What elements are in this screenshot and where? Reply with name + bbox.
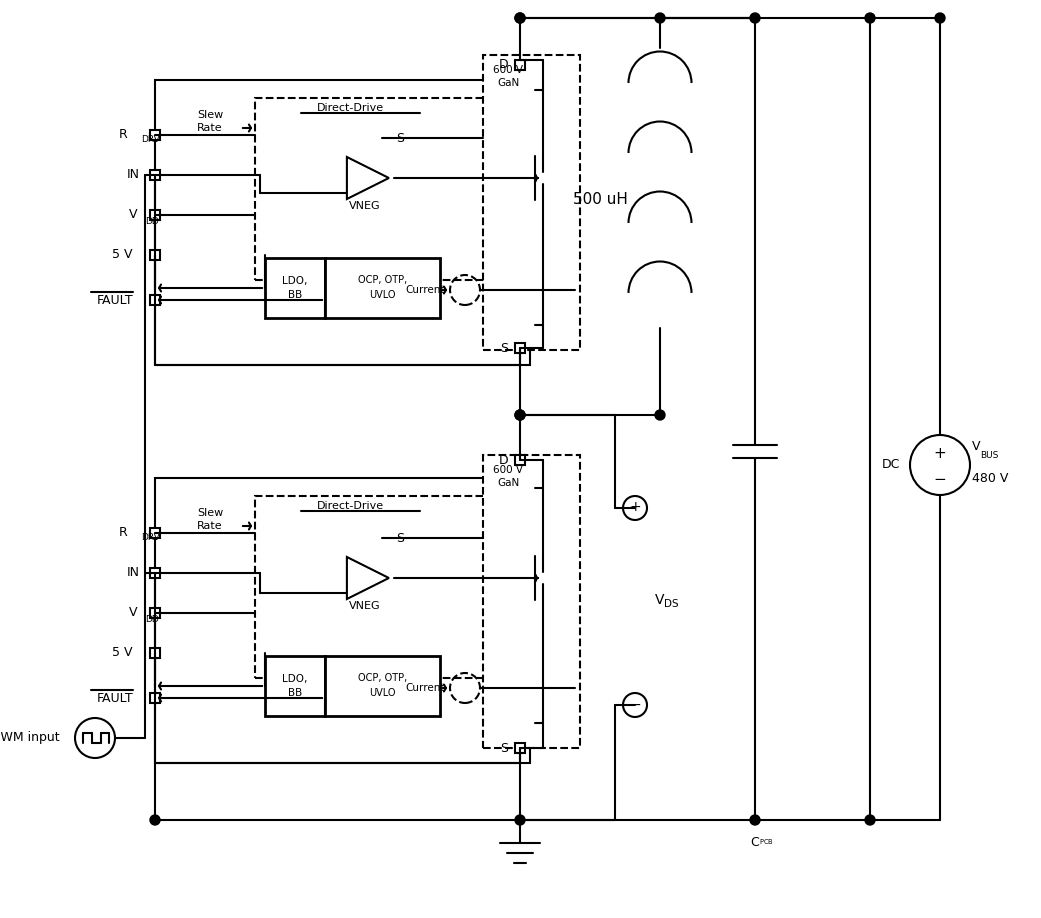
Bar bbox=[515, 343, 525, 353]
Text: +: + bbox=[629, 500, 641, 514]
Text: DRV: DRV bbox=[141, 136, 159, 144]
Bar bbox=[325, 656, 440, 716]
Text: FAULT: FAULT bbox=[97, 294, 133, 307]
Circle shape bbox=[935, 13, 945, 23]
Text: UVLO: UVLO bbox=[370, 290, 396, 300]
Text: R: R bbox=[119, 527, 127, 540]
Bar bbox=[483, 455, 580, 748]
Bar bbox=[150, 608, 160, 618]
Text: Current: Current bbox=[406, 683, 445, 693]
Bar bbox=[255, 98, 510, 280]
Text: C: C bbox=[751, 835, 759, 848]
Text: IN: IN bbox=[127, 169, 139, 182]
Bar bbox=[255, 496, 510, 678]
Circle shape bbox=[515, 815, 525, 825]
Text: S: S bbox=[500, 341, 508, 354]
Bar bbox=[155, 80, 530, 365]
Text: Current: Current bbox=[406, 285, 445, 295]
Text: IN: IN bbox=[127, 566, 139, 579]
Text: DD: DD bbox=[145, 614, 158, 623]
Text: LDO,: LDO, bbox=[282, 674, 308, 684]
Text: OCP, OTP,: OCP, OTP, bbox=[358, 275, 407, 285]
Text: 500 uH: 500 uH bbox=[573, 193, 628, 207]
Text: 5 V: 5 V bbox=[112, 249, 133, 262]
Bar bbox=[265, 258, 325, 318]
Text: Slew: Slew bbox=[197, 110, 223, 120]
Text: S: S bbox=[396, 131, 404, 144]
Text: S: S bbox=[396, 532, 404, 544]
Text: $_{\mathrm{PCB}}$: $_{\mathrm{PCB}}$ bbox=[759, 837, 775, 847]
Text: FAULT: FAULT bbox=[97, 691, 133, 704]
Text: R: R bbox=[119, 129, 127, 141]
Bar bbox=[150, 295, 160, 305]
Circle shape bbox=[515, 410, 525, 420]
Bar bbox=[150, 170, 160, 180]
Bar bbox=[150, 528, 160, 538]
Bar bbox=[150, 210, 160, 220]
Circle shape bbox=[515, 13, 525, 23]
Bar bbox=[150, 130, 160, 140]
Text: OCP, OTP,: OCP, OTP, bbox=[358, 673, 407, 683]
Bar bbox=[483, 55, 580, 350]
Circle shape bbox=[150, 815, 160, 825]
Text: 480 V: 480 V bbox=[972, 473, 1009, 486]
Bar bbox=[515, 455, 525, 465]
Text: V: V bbox=[972, 441, 981, 453]
Circle shape bbox=[655, 13, 665, 23]
Text: DS: DS bbox=[664, 599, 679, 609]
Text: Rate: Rate bbox=[197, 123, 223, 133]
Text: GaN: GaN bbox=[497, 78, 519, 88]
Text: DC: DC bbox=[882, 458, 900, 472]
Circle shape bbox=[515, 410, 525, 420]
Text: BUS: BUS bbox=[980, 451, 998, 460]
Text: BB: BB bbox=[288, 290, 302, 300]
Bar bbox=[150, 648, 160, 658]
Text: Direct-Drive: Direct-Drive bbox=[316, 103, 383, 113]
Text: DRV: DRV bbox=[141, 533, 159, 543]
Circle shape bbox=[515, 13, 525, 23]
Text: UVLO: UVLO bbox=[370, 688, 396, 698]
Text: PWM input: PWM input bbox=[0, 732, 60, 744]
Circle shape bbox=[750, 815, 760, 825]
Bar bbox=[325, 258, 440, 318]
Text: 600 V: 600 V bbox=[493, 465, 523, 475]
Text: GaN: GaN bbox=[497, 478, 519, 488]
Polygon shape bbox=[347, 157, 389, 199]
Bar bbox=[515, 60, 525, 70]
Text: V: V bbox=[128, 607, 137, 620]
Circle shape bbox=[865, 815, 875, 825]
Bar bbox=[155, 478, 530, 763]
Circle shape bbox=[750, 13, 760, 23]
Polygon shape bbox=[347, 557, 389, 599]
Bar bbox=[150, 250, 160, 260]
Text: −: − bbox=[629, 698, 641, 712]
Text: D: D bbox=[499, 453, 508, 466]
Text: VNEG: VNEG bbox=[349, 601, 381, 611]
Circle shape bbox=[865, 13, 875, 23]
Text: D: D bbox=[499, 59, 508, 72]
Text: V: V bbox=[128, 208, 137, 221]
Text: BB: BB bbox=[288, 688, 302, 698]
Bar bbox=[265, 656, 325, 716]
Text: 600 V: 600 V bbox=[493, 65, 523, 75]
Bar bbox=[150, 693, 160, 703]
Text: S: S bbox=[500, 742, 508, 755]
Bar bbox=[515, 743, 525, 753]
Text: +: + bbox=[934, 445, 946, 461]
Text: 5 V: 5 V bbox=[112, 646, 133, 659]
Text: V: V bbox=[655, 593, 664, 607]
Text: VNEG: VNEG bbox=[349, 201, 381, 211]
Text: Direct-Drive: Direct-Drive bbox=[316, 501, 383, 511]
Text: −: − bbox=[934, 472, 946, 487]
Bar bbox=[150, 568, 160, 578]
Text: DD: DD bbox=[145, 217, 158, 226]
Text: Slew: Slew bbox=[197, 508, 223, 518]
Text: Rate: Rate bbox=[197, 521, 223, 531]
Circle shape bbox=[655, 410, 665, 420]
Text: LDO,: LDO, bbox=[282, 276, 308, 286]
